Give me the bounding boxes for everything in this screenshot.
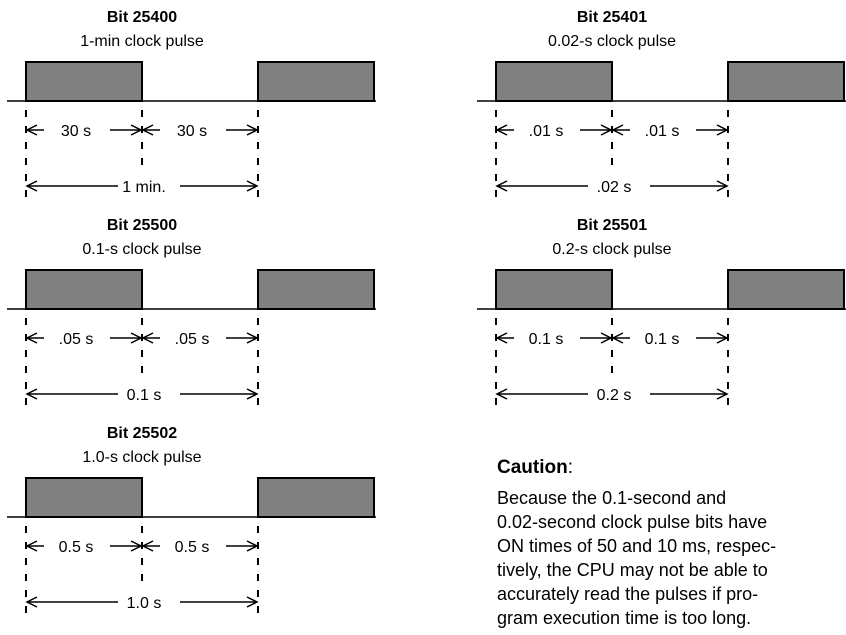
diagram-4-half2-label: 0.1 s — [645, 331, 680, 348]
diagram-5-pulse-on-1 — [25, 477, 143, 518]
diagram-2-description: 0.02-s clock pulse — [548, 33, 676, 50]
diagram-5-half2-label: 0.5 s — [175, 539, 210, 556]
diagram-3-pulse-on-1 — [25, 269, 143, 310]
diagram-5-period-label: 1.0 s — [127, 595, 162, 612]
diagram-4-half1-label: 0.1 s — [529, 331, 564, 348]
diagram-1-period-arrowhead-right — [246, 180, 259, 192]
diagram-3-pulse-on-2 — [257, 269, 375, 310]
diagram-4-period-arrowhead-left — [495, 388, 508, 400]
diagram-2-period-arrowhead-left — [495, 180, 508, 192]
diagram-2-half1-label: .01 s — [529, 123, 564, 140]
diagram-1-pulse-on-2 — [257, 61, 375, 102]
diagram-1-half2-label: 30 s — [177, 123, 207, 140]
diagram-5-period-arrowhead-right — [246, 596, 259, 608]
diagram-1-half1-label: 30 s — [61, 123, 91, 140]
diagram-4-period-arrowhead-right — [716, 388, 729, 400]
diagram-3-bit-label: Bit 25500 — [107, 217, 177, 234]
diagram-4-pulse-on-1 — [495, 269, 613, 310]
diagram-3-half1-label: .05 s — [59, 331, 94, 348]
diagram-1-description: 1-min clock pulse — [80, 33, 204, 50]
diagram-2-half1-arrowhead-right — [600, 124, 613, 136]
diagram-2-half2-arrowhead-left — [611, 124, 624, 136]
diagram-4-half1-arrowhead-right — [600, 332, 613, 344]
diagram-4-bit-label: Bit 25501 — [577, 217, 647, 234]
diagram-4-description: 0.2-s clock pulse — [552, 241, 671, 258]
diagram-3-period-label: 0.1 s — [127, 387, 162, 404]
diagram-5-half1-arrowhead-right — [130, 540, 143, 552]
caution-text: Because the 0.1-second and 0.02-second c… — [497, 488, 777, 628]
caution-title: Caution: — [497, 457, 573, 478]
diagram-4-period-label: 0.2 s — [597, 387, 632, 404]
diagram-2-half2-arrowhead-right — [716, 124, 729, 136]
diagram-5-half1-arrowhead-left — [25, 540, 38, 552]
diagram-5-half2-arrowhead-right — [246, 540, 259, 552]
diagram-4-half2-arrowhead-right — [716, 332, 729, 344]
diagram-2-half2-label: .01 s — [645, 123, 680, 140]
diagram-5-period-arrowhead-left — [25, 596, 38, 608]
diagram-2-half1-arrowhead-left — [495, 124, 508, 136]
diagram-2-period-label: .02 s — [597, 179, 632, 196]
diagram-1-half1-arrowhead-left — [25, 124, 38, 136]
diagram-1-period-arrowhead-left — [25, 180, 38, 192]
diagram-2-period-arrowhead-right — [716, 180, 729, 192]
diagram-3-half2-label: .05 s — [175, 331, 210, 348]
diagram-5-half1-label: 0.5 s — [59, 539, 94, 556]
diagram-2-pulse-on-2 — [727, 61, 845, 102]
diagram-1-half1-arrowhead-right — [130, 124, 143, 136]
diagram-4-half2-arrowhead-left — [611, 332, 624, 344]
diagram-1-half2-arrowhead-right — [246, 124, 259, 136]
diagram-5-half2-arrowhead-left — [141, 540, 154, 552]
diagram-4-half1-arrowhead-left — [495, 332, 508, 344]
diagram-1-half2-arrowhead-left — [141, 124, 154, 136]
diagram-3-half1-arrowhead-right — [130, 332, 143, 344]
diagram-1-period-label: 1 min. — [122, 179, 166, 196]
diagram-2-bit-label: Bit 25401 — [577, 9, 647, 26]
diagram-2-pulse-on-1 — [495, 61, 613, 102]
diagram-4-pulse-on-2 — [727, 269, 845, 310]
diagram-3-description: 0.1-s clock pulse — [82, 241, 201, 258]
diagram-1-pulse-on-1 — [25, 61, 143, 102]
diagram-3-half2-arrowhead-right — [246, 332, 259, 344]
diagram-1-bit-label: Bit 25400 — [107, 9, 177, 26]
diagram-3-half2-arrowhead-left — [141, 332, 154, 344]
diagram-3-half1-arrowhead-left — [25, 332, 38, 344]
diagram-5-pulse-on-2 — [257, 477, 375, 518]
diagram-5-bit-label: Bit 25502 — [107, 425, 177, 442]
diagram-3-period-arrowhead-right — [246, 388, 259, 400]
diagram-5-description: 1.0-s clock pulse — [82, 449, 201, 466]
diagram-3-period-arrowhead-left — [25, 388, 38, 400]
